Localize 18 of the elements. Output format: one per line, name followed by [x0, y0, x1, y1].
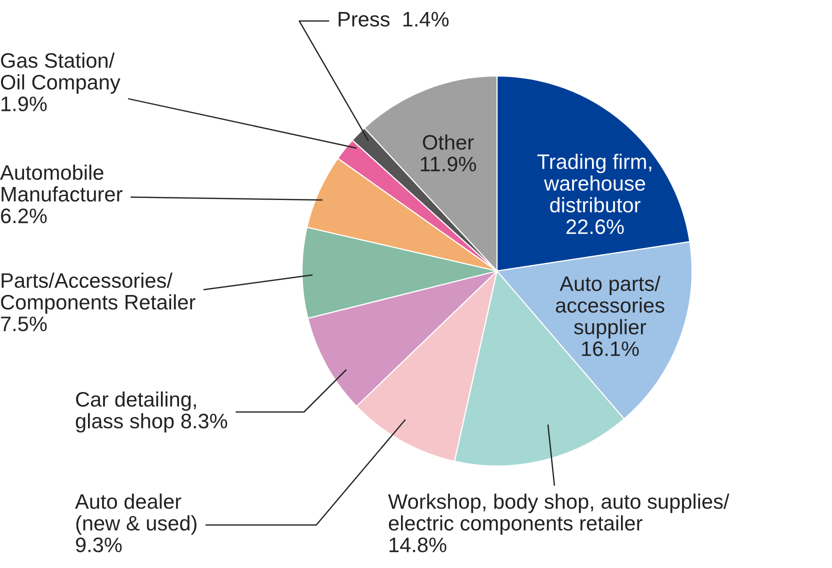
slice-label: Press 1.4%: [338, 12, 449, 27]
slice-label: Automobile Manufacturer: [0, 164, 122, 202]
slice-label: Parts/Accessories/ Components Retailer: [1, 272, 196, 314]
slice-label: Auto parts/ accessories supplier: [556, 276, 664, 339]
slice-label: Car detailing, glass shop 8.3%: [76, 391, 228, 433]
data-label: 1.9%: [2, 96, 47, 112]
data-label: 11.9%: [420, 156, 476, 172]
slice-label: Other: [422, 134, 474, 150]
slice-label: Gas Station/ Oil Company: [0, 52, 120, 94]
data-label: 6.2%: [1, 208, 47, 224]
data-label: 16.1%: [582, 341, 639, 356]
slice-label: Workshop, body shop, auto supplies/ electric components retailer: [388, 494, 730, 535]
slice-label: Trading firm, warehouse distributor: [537, 154, 652, 212]
data-label: 14.8%: [390, 538, 446, 552]
data-label: 22.6%: [566, 219, 624, 234]
data-label: 7.5%: [1, 316, 47, 332]
data-label: 9.3%: [76, 538, 122, 552]
slice-label: Auto dealer (new & used): [75, 494, 196, 535]
